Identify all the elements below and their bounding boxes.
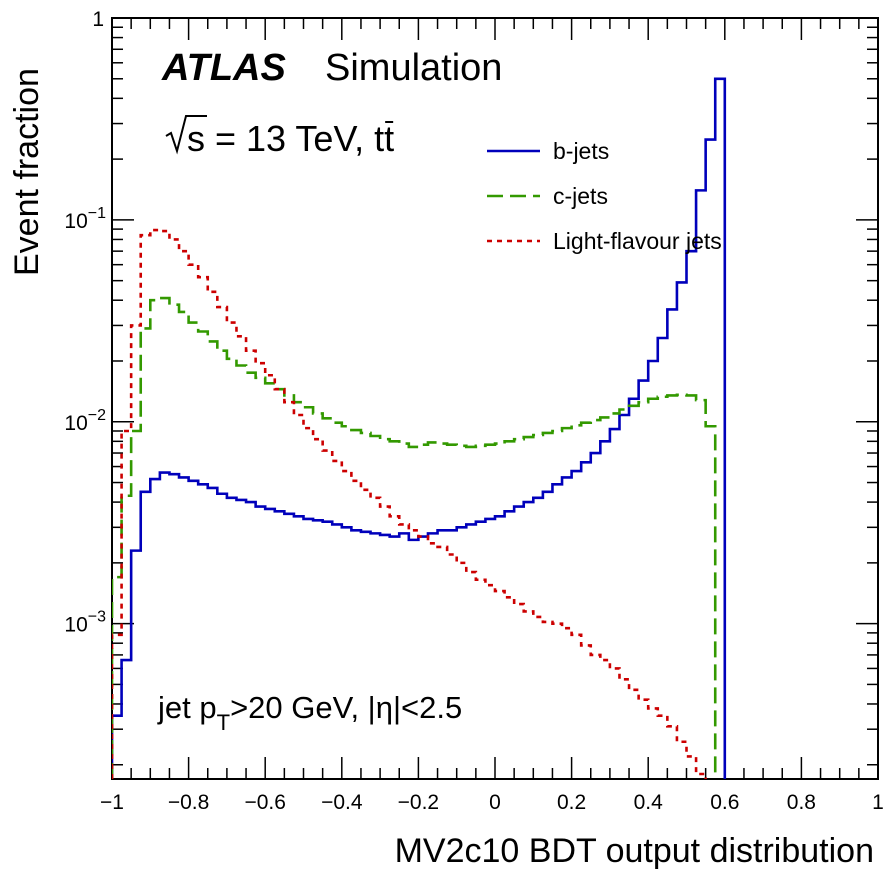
legend-label-2: Light-flavour jets — [553, 228, 722, 254]
legend-label-0: b-jets — [553, 138, 609, 164]
legend: b-jets c-jets Light-flavour jets — [487, 138, 722, 254]
x-tick-label: −0.6 — [244, 791, 285, 814]
energy-text: s = 13 TeV, tt — [187, 118, 394, 159]
y-tick-label: 10−3 — [64, 609, 106, 637]
legend-label-1: c-jets — [553, 183, 608, 209]
series-layer — [112, 77, 727, 779]
y-tick-label: 10−1 — [64, 205, 106, 233]
x-tick-label: 0 — [489, 791, 501, 814]
x-tick-label: −0.2 — [398, 791, 439, 814]
series-line-2 — [112, 228, 707, 779]
sqrt-sign — [165, 115, 207, 155]
y-tick-label: 1 — [92, 8, 104, 31]
x-tick-label: −1 — [100, 791, 124, 814]
simulation-label: Simulation — [325, 47, 502, 89]
x-tick-label: −0.8 — [168, 791, 209, 814]
x-axis-title: MV2c10 BDT output distribution — [395, 832, 874, 870]
y-tick-label: 10−2 — [64, 407, 106, 435]
atlas-label: ATLAS — [161, 47, 286, 89]
series-line-0 — [112, 77, 727, 779]
axis-ticks — [111, 17, 879, 779]
tick-labels: −1 −0.8 −0.6 −0.4 −0.2 0 0.2 0.4 0.6 0.8 1 1 10−1 10−… — [64, 8, 883, 814]
x-tick-label: −0.4 — [321, 791, 363, 814]
x-tick-label: 0.8 — [787, 791, 816, 814]
x-tick-label: 0.2 — [557, 791, 586, 814]
cut-label: jet pT>20 GeV, |η|<2.5 — [157, 690, 462, 735]
x-tick-label: 0.6 — [710, 791, 739, 814]
y-axis-title: Event fraction — [8, 68, 46, 276]
x-tick-label: 0.4 — [634, 791, 664, 814]
energy-label: s = 13 TeV, tt — [165, 115, 394, 159]
series-line-1 — [112, 296, 717, 779]
x-tick-label: 1 — [872, 791, 884, 814]
